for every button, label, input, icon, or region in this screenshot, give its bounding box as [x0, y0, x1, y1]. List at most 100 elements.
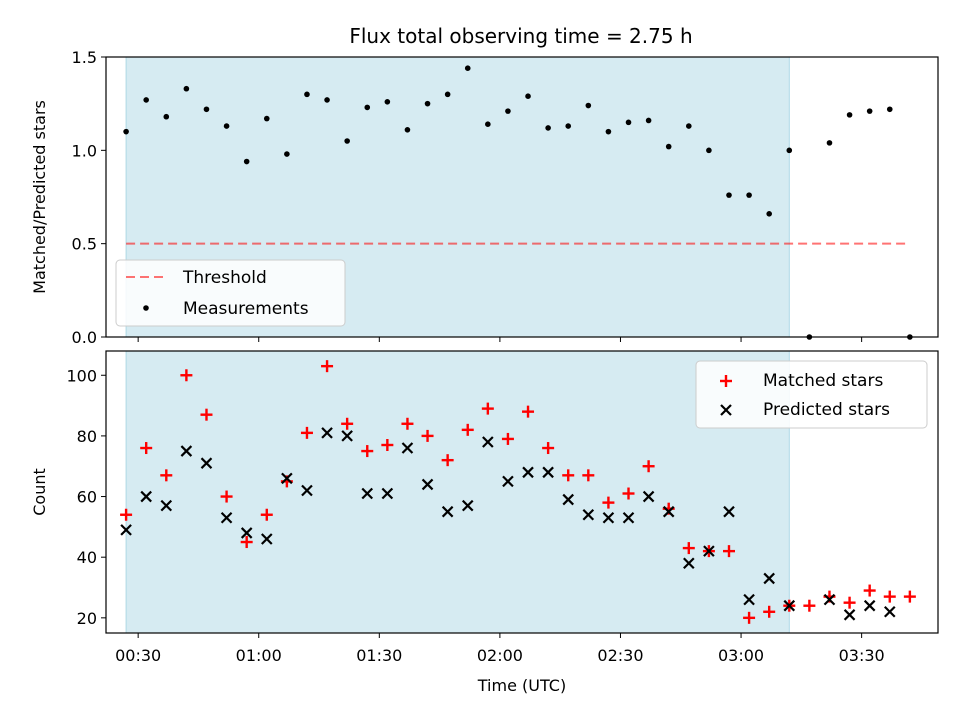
predicted-marker-b [381, 487, 394, 500]
observing-span [125, 350, 790, 634]
measurement-point [686, 123, 692, 129]
predicted-star-point [260, 533, 273, 545]
predicted-star-point [361, 487, 374, 500]
measurement-point [726, 192, 732, 198]
legend-matched-swatch [720, 375, 732, 387]
legend-threshold-label: Threshold [182, 268, 267, 288]
matched-star-point [863, 584, 876, 597]
matched-star-point [180, 369, 193, 382]
matched-star-point [722, 545, 735, 558]
matched-star-point [441, 454, 454, 467]
legend-measurements-swatch [143, 305, 149, 311]
matched-star-point [883, 590, 896, 603]
measurement-point [243, 158, 250, 165]
measurement-point [344, 138, 350, 144]
matched-star-point [321, 360, 334, 373]
measurement-point [424, 100, 431, 107]
legend-predicted-swatch [720, 404, 732, 416]
predicted-star-point [843, 609, 856, 621]
y-tick-label: 0.5 [72, 235, 97, 254]
predicted-star-point [622, 511, 635, 524]
predicted-star-point [542, 466, 554, 479]
predicted-star-point [140, 490, 152, 503]
predicted-marker-b [260, 533, 273, 545]
measurement-point [364, 104, 371, 111]
predicted-marker-b [703, 545, 715, 557]
legend-frame [695, 360, 928, 429]
matched-star-point [300, 426, 313, 439]
predicted-marker-b [401, 442, 414, 454]
measurement-point [766, 211, 772, 217]
measurement-point [746, 192, 752, 198]
matched-star-point [522, 405, 535, 418]
y-tick-label: 1.0 [72, 141, 97, 160]
predicted-star-point [200, 457, 213, 469]
predicted-marker-b [180, 445, 193, 457]
matched-star-point [200, 408, 213, 421]
legend-bottom: Matched stars Predicted stars [695, 360, 928, 429]
x-tick-label: 01:00 [236, 646, 282, 665]
measurement-point [605, 128, 612, 135]
measurement-point [123, 128, 129, 135]
matched-star-point [743, 611, 756, 624]
plot-frame [105, 56, 939, 338]
measurement-point [505, 108, 511, 114]
matched-star-point [903, 590, 916, 603]
predicted-star-point [220, 511, 233, 524]
measurement-point [485, 121, 491, 127]
matched-star-point [341, 417, 354, 430]
predicted-marker-b [683, 557, 695, 570]
measurement-point [665, 143, 672, 150]
predicted-star-point [763, 572, 775, 585]
measurement-point [404, 127, 411, 133]
predicted-marker-b [720, 404, 732, 416]
measurement-point [706, 147, 712, 154]
matched-star-point [120, 508, 133, 521]
predicted-marker-b [281, 472, 293, 485]
measurement-point [384, 99, 391, 105]
measurement-point [565, 123, 572, 129]
matched-star-point [140, 442, 153, 455]
matched-star-point [602, 496, 615, 509]
predicted-star-point [683, 557, 695, 570]
matched-star-point [622, 487, 635, 500]
predicted-marker-b [562, 493, 575, 506]
predicted-marker-b [662, 505, 675, 518]
measurement-point [203, 106, 210, 113]
measurement-point [625, 119, 632, 126]
predicted-marker-b [361, 487, 374, 500]
predicted-marker-b [642, 490, 655, 503]
predicted-marker-b [522, 466, 534, 479]
predicted-star-point [401, 442, 414, 454]
y-tick-label: 1.5 [72, 48, 97, 67]
x-axis-label: Time (UTC) [477, 676, 566, 695]
predicted-marker-b [542, 466, 554, 479]
predicted-marker-b [863, 599, 876, 612]
predicted-star-point [823, 593, 836, 606]
predicted-marker-b [220, 511, 233, 524]
legend-frame [115, 259, 346, 327]
predicted-star-point [341, 430, 353, 442]
predicted-star-point [160, 499, 173, 512]
matched-star-point [542, 442, 555, 455]
matched-star-point [461, 423, 474, 436]
x-tick-label: 03:30 [839, 646, 885, 665]
predicted-marker-b [341, 430, 353, 442]
predicted-marker-b [140, 490, 152, 503]
bottom-panel: 20 40 60 80 100 00:30 01:00 01:30 02:00 02:30 03:0… [30, 350, 939, 695]
measurement-point [143, 97, 149, 103]
predicted-star-point [482, 436, 494, 448]
predicted-star-point [281, 472, 293, 485]
predicted-marker-b [502, 475, 514, 488]
predicted-star-point [783, 599, 796, 612]
measurement-point [886, 106, 893, 113]
predicted-marker-b [301, 484, 313, 497]
x-tick-label: 01:30 [356, 646, 402, 665]
predicted-star-point [502, 475, 514, 488]
predicted-star-point [743, 593, 755, 606]
predicted-marker-b [461, 499, 474, 512]
predicted-marker-b [421, 478, 434, 491]
matched-star-point [582, 469, 595, 482]
predicted-star-point [562, 493, 575, 506]
matched-star-point [481, 402, 494, 415]
